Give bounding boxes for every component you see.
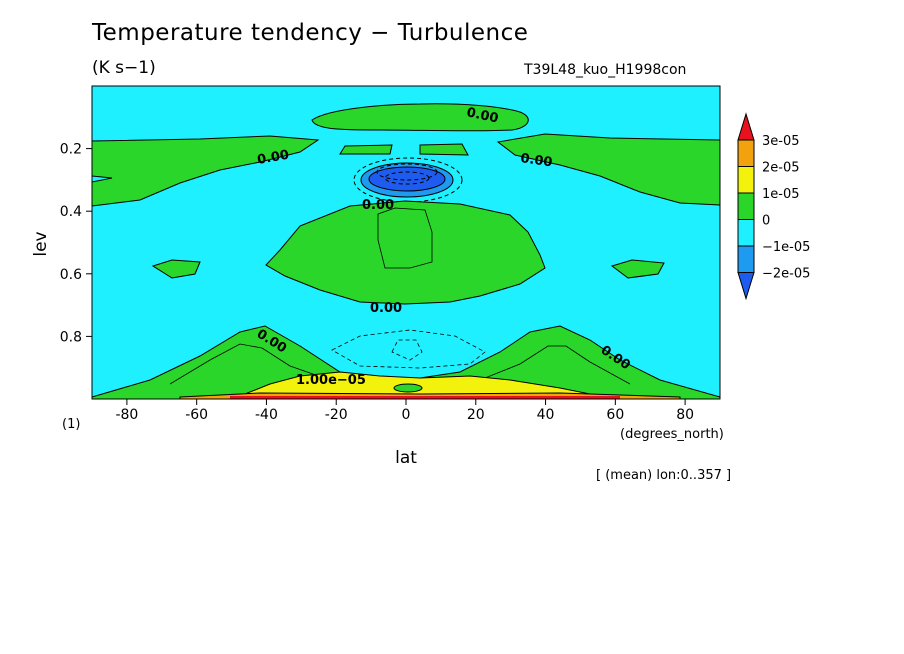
chart-title: Temperature tendency − Turbulence: [92, 20, 529, 46]
y-unit-label: (1): [62, 417, 80, 432]
region-cold-core-dash2: [376, 163, 438, 181]
region-boundary-yellow: [239, 371, 601, 397]
colorbar-label: −1e-05: [762, 240, 810, 255]
region-cold-core-outer: [353, 157, 463, 203]
colorbar-segment: [737, 245, 755, 273]
region-left-notch: [92, 175, 113, 183]
x-axis: -80 -60 -40 -20 0 20 40 60 80: [115, 399, 694, 423]
x-tick-label: -60: [185, 407, 208, 423]
contour-label: 1.00e−05: [296, 373, 366, 388]
x-tick-label: -40: [255, 407, 278, 423]
colorbar-segment: [737, 192, 755, 220]
colorbar-top-triangle: [737, 112, 755, 141]
x-tick-label: 20: [467, 407, 485, 423]
region-cold-core-center: [384, 171, 430, 185]
colorbar-label: −2e-05: [762, 267, 810, 282]
colorbar-bottom-triangle: [737, 272, 755, 301]
x-axis-label: lat: [395, 448, 417, 468]
contour-fill-layer: [92, 86, 720, 399]
y-tick-label: 0.8: [60, 329, 82, 345]
mean-note: [ (mean) lon:0..357 ]: [596, 468, 732, 483]
x-tick-label: 80: [676, 407, 694, 423]
colorbar-segment: [737, 166, 755, 194]
region-right-island: [610, 259, 665, 279]
colorbar-label: 0: [762, 214, 770, 229]
contour-label: 0.00: [465, 105, 499, 126]
contour-dashed-lower: [331, 329, 486, 369]
colorbar-label: 1e-05: [762, 187, 800, 202]
chart-units: (K s−1): [92, 58, 156, 78]
x-tick-label: 40: [537, 407, 555, 423]
x-tick-label: -20: [325, 407, 348, 423]
region-midtrop-green: [265, 200, 546, 305]
contour-label: 0.00: [519, 151, 553, 170]
region-left-island: [151, 259, 201, 279]
x-tick-label: -80: [115, 407, 138, 423]
x-tick-label: 0: [402, 407, 411, 423]
y-tick-label: 0.6: [60, 267, 82, 283]
colorbar-segment: [737, 139, 755, 167]
contour-label: 0.00: [362, 198, 394, 213]
region-left-strat-band: [92, 135, 320, 207]
colorbar: 3e-05 2e-05 1e-05 0 −1e-05 −2e-05: [737, 112, 810, 301]
contour-dashed-lower-2: [391, 339, 423, 361]
region-right-strat-band: [496, 133, 720, 206]
x-tick-label: 60: [606, 407, 624, 423]
region-cold-core-inner: [368, 166, 446, 192]
contour-label: 0.00: [256, 148, 290, 168]
region-green-strip-2: [419, 143, 469, 156]
y-axis: 0.2 0.4 0.6 0.8: [60, 142, 92, 345]
region-boundary-green: [92, 325, 720, 399]
y-axis-label: lev: [31, 231, 51, 256]
colorbar-label: 3e-05: [762, 134, 800, 149]
colorbar-label: 2e-05: [762, 161, 800, 176]
y-tick-label: 0.4: [60, 204, 82, 220]
run-id: T39L48_kuo_H1998con: [524, 62, 687, 78]
contour-midtrop-inner: [377, 207, 433, 269]
region-upper-green-cap: [311, 103, 529, 132]
region-green-strip: [339, 144, 393, 155]
contour-label: 0.00: [370, 301, 402, 316]
colorbar-segment: [737, 219, 755, 247]
region-yellow-green-lens: [393, 383, 423, 393]
region-surface-red: [230, 396, 620, 399]
y-tick-label: 0.2: [60, 142, 82, 158]
x-unit-label: (degrees_north): [620, 427, 724, 442]
